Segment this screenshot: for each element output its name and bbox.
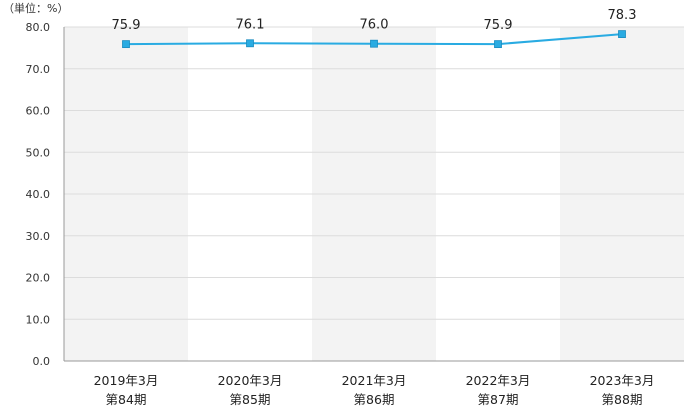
y-tick-8: 80.0	[26, 21, 51, 34]
data-label-3: 75.9	[484, 18, 513, 33]
data-labels: 75.9 76.1 76.0 75.9 78.3	[112, 8, 637, 33]
y-tick-1: 10.0	[26, 313, 51, 326]
data-label-4: 78.3	[608, 8, 637, 23]
x-label-0-period: 第84期	[106, 392, 147, 407]
y-tick-2: 20.0	[26, 272, 51, 285]
x-label-1-period: 第85期	[230, 392, 271, 407]
axes	[63, 27, 684, 362]
data-label-0: 75.9	[112, 18, 141, 33]
x-label-2-date: 2021年3月	[342, 373, 407, 388]
x-label-2-period: 第86期	[354, 392, 395, 407]
y-tick-0: 0.0	[33, 355, 51, 368]
x-label-0-date: 2019年3月	[94, 373, 159, 388]
point-4	[618, 30, 626, 38]
unit-label: （単位：%）	[3, 1, 68, 15]
y-tick-6: 60.0	[26, 105, 51, 118]
x-label-3-date: 2022年3月	[466, 373, 531, 388]
y-tick-3: 30.0	[26, 230, 51, 243]
y-tick-4: 40.0	[26, 188, 51, 201]
y-tick-5: 50.0	[26, 146, 51, 159]
gridlines	[64, 26, 684, 320]
x-label-3-period: 第87期	[478, 392, 519, 407]
point-2	[370, 39, 378, 48]
y-tick-labels: 0.0 10.0 20.0 30.0 40.0 50.0 60.0 70.0 80.0	[26, 21, 51, 368]
point-1	[246, 39, 254, 48]
point-0	[122, 40, 130, 49]
x-label-4-period: 第88期	[602, 392, 643, 407]
data-label-2: 76.0	[360, 18, 389, 33]
data-label-1: 76.1	[236, 17, 265, 32]
series-line	[122, 30, 626, 49]
x-label-4-date: 2023年3月	[590, 373, 655, 388]
point-3	[494, 40, 502, 49]
y-tick-7: 70.0	[26, 63, 51, 76]
x-label-1-date: 2020年3月	[218, 373, 283, 388]
